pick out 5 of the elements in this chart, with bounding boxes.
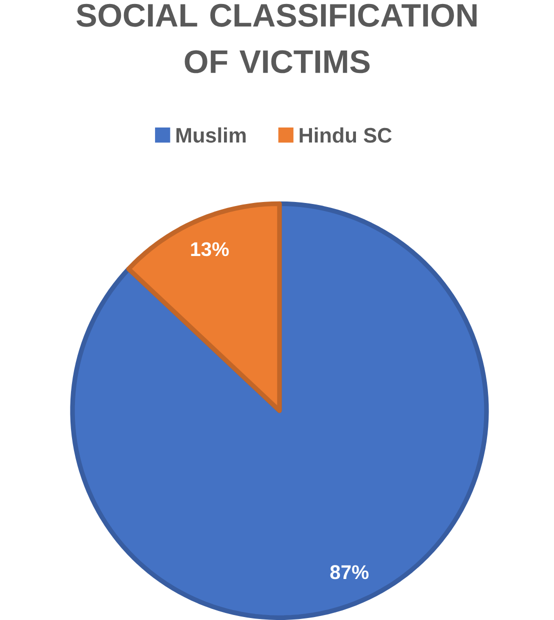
legend-label: Muslim xyxy=(176,127,246,143)
data-label: 87% xyxy=(330,565,368,580)
chart-title: SOCIAL CLASSIFICATION OF VICTIMS xyxy=(76,4,476,74)
legend-label: Hindu SC xyxy=(300,127,392,143)
data-label: 13% xyxy=(190,242,229,256)
